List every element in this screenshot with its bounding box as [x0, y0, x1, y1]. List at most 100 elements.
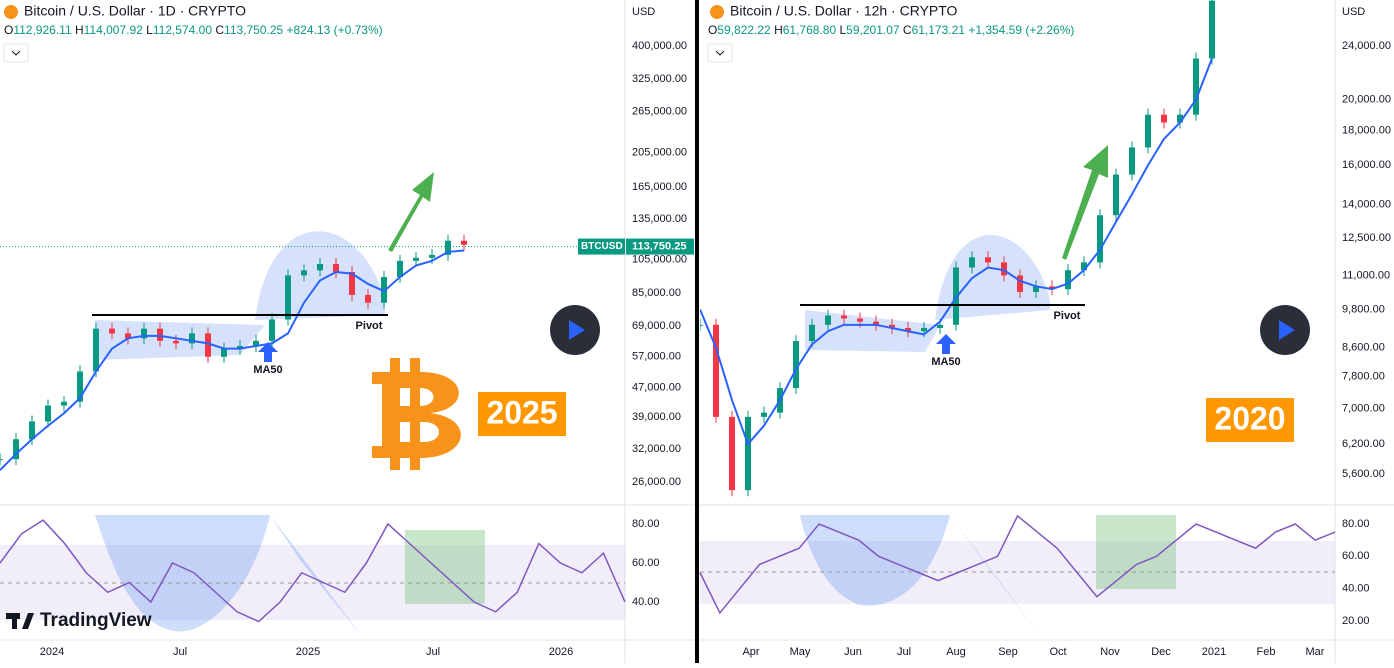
ohlc-value: 59,201.07 [846, 23, 900, 37]
candle [1129, 147, 1135, 175]
time-label: Jul [173, 646, 187, 658]
candle [745, 416, 751, 491]
symbol-tag [578, 238, 625, 255]
change: +824.13 (+0.73%) [287, 23, 383, 37]
price-series [700, 0, 1215, 497]
candle [253, 340, 259, 346]
candle [985, 257, 991, 263]
price-tick-label: 14,000.00 [1342, 198, 1391, 210]
price-tick-label: 105,000.00 [632, 253, 687, 265]
rsi-highlight [950, 515, 1040, 635]
brand-logo [6, 613, 34, 629]
year-label: 2020 [1214, 400, 1285, 436]
annotation: Pivot [1054, 310, 1081, 322]
candle [269, 319, 275, 341]
ohlc-label: O [708, 23, 717, 37]
time-label: 2025 [296, 646, 320, 658]
candle [461, 240, 467, 245]
time-label: May [790, 646, 811, 658]
ohlc: O112,926.11 H114,007.92 L112,574.00 C113… [4, 23, 383, 37]
candle [921, 327, 927, 332]
candle [445, 240, 451, 255]
candle [1193, 58, 1199, 115]
price-tick-label: 32,000.00 [632, 443, 681, 455]
highlight [805, 310, 940, 352]
rsi-line [0, 519, 626, 623]
rsi-highlight [800, 515, 950, 606]
candle [1161, 114, 1167, 123]
candle [237, 345, 243, 349]
candle [1081, 262, 1087, 271]
candle [1097, 215, 1103, 263]
ohlc-value: 61,768.80 [783, 23, 837, 37]
candle [45, 405, 51, 422]
time-label: Mar [1306, 646, 1325, 658]
ohlc-label: L [146, 23, 153, 37]
price-tick-label: 47,000.00 [632, 381, 681, 393]
time-label: Oct [1049, 646, 1066, 658]
candle [905, 327, 911, 332]
ohlc-value: 112,926.11 [13, 23, 72, 37]
candle [301, 270, 307, 276]
candle [173, 340, 179, 344]
ohlc-value: 61,173.21 [912, 23, 966, 37]
price-tick-label: 12,500.00 [1342, 232, 1391, 244]
price-tick-label: 85,000.00 [632, 287, 681, 299]
candle [221, 348, 227, 357]
collapse-button[interactable] [3, 43, 29, 63]
candle [793, 341, 799, 389]
price-tag-label: 113,750.25 [632, 240, 686, 252]
price-tick-label: 69,000.00 [632, 320, 681, 332]
price-tick-label: 7,800.00 [1342, 370, 1385, 382]
ohlc-label: H [774, 23, 783, 37]
price-unit: USD [632, 6, 655, 18]
price-tick-label: 11,000.00 [1342, 269, 1390, 281]
time-label: Apr [742, 646, 759, 658]
play-button[interactable] [550, 305, 600, 355]
ohlc-value: 113,750.25 [224, 23, 283, 37]
rsi-highlight [270, 515, 365, 640]
candle [365, 294, 371, 303]
play-button[interactable] [1260, 305, 1310, 355]
candle [873, 321, 879, 325]
ohlc-label: H [75, 23, 84, 37]
ma-line [0, 249, 465, 471]
time-label: Jul [897, 646, 911, 658]
ohlc-label: L [839, 23, 846, 37]
symbol-icon [4, 5, 18, 19]
candle [1017, 275, 1023, 292]
candle [1065, 270, 1071, 290]
time-label: Jun [844, 646, 862, 658]
ma-line [700, 58, 1213, 447]
rsi-tick-label: 60.00 [632, 557, 660, 569]
candle [700, 324, 703, 326]
price-tick-label: 57,000.00 [632, 351, 681, 363]
rsi-highlight [405, 530, 485, 604]
bitcoin-logo [372, 358, 461, 470]
candle [1209, 0, 1215, 59]
candle [1177, 114, 1183, 123]
time-label: Jul [426, 646, 440, 658]
candle [93, 328, 99, 372]
symbol-tag-label: BTCUSD [581, 241, 623, 252]
rsi-tick-label: 60.00 [1342, 550, 1370, 562]
rsi-tick-label: 40.00 [1342, 583, 1370, 595]
collapse-button[interactable] [707, 43, 733, 63]
candle [189, 333, 195, 344]
ohlc-label: O [4, 23, 13, 37]
price-tick-label: 24,000.00 [1342, 40, 1391, 52]
candle [1113, 174, 1119, 216]
change: +1,354.59 (+2.26%) [968, 23, 1074, 37]
candle [285, 275, 291, 320]
price-tick-label: 265,000.00 [632, 106, 687, 118]
candle [61, 401, 67, 406]
price-tick-label: 39,000.00 [632, 411, 681, 423]
brand-name: TradingView [40, 610, 152, 631]
candle [397, 260, 403, 277]
time-label: 2024 [40, 646, 64, 658]
price-tick-label: 9,800.00 [1342, 303, 1385, 315]
ohlc-value: 59,822.22 [717, 23, 771, 37]
candle [1033, 286, 1039, 292]
price-tick-label: 6,200.00 [1342, 438, 1385, 450]
